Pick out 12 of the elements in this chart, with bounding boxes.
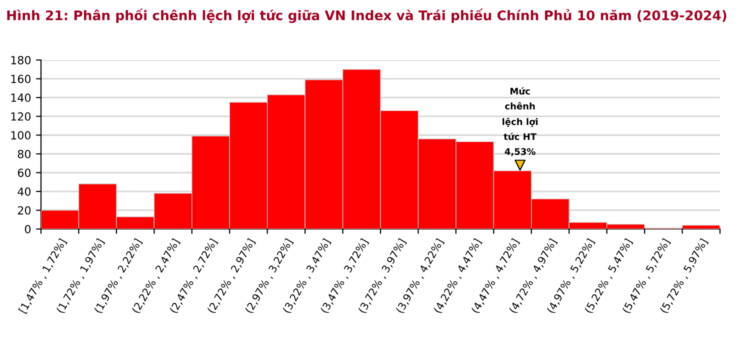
y-tick-label: 80	[18, 150, 31, 158]
y-tick-label: 180	[11, 56, 31, 64]
y-tick-label: 100	[11, 131, 31, 140]
y-tick-label: 20	[18, 206, 31, 215]
y-tick-label: 140	[11, 94, 31, 102]
annotation: Mức chênh lệch lợi tức HT 4,53%	[502, 87, 538, 156]
y-tick-label: 60	[18, 168, 31, 178]
y-tick-label: 120	[11, 112, 31, 121]
y-tick-label: 0	[24, 224, 31, 234]
y-tick-label: 160	[11, 74, 31, 84]
y-tick-label: 40	[18, 187, 31, 196]
chart-title: Hình 21: Phân phối chênh lệch lợi tức giữa VN Index và Trái phiếu Chính Phủ 10 năm (2019-2024)	[7, 8, 726, 23]
